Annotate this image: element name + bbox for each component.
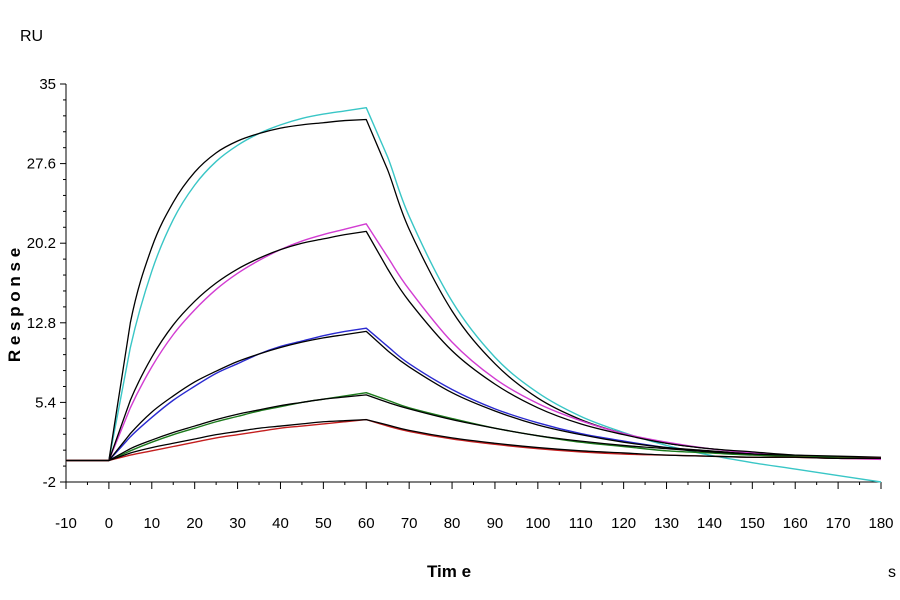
x-tick-label: 100 xyxy=(525,515,550,532)
x-tick-label: 0 xyxy=(105,515,113,532)
series-curve-2 xyxy=(66,223,882,462)
x-tick-label: 30 xyxy=(229,515,246,532)
y-tick-label: -2 xyxy=(43,474,56,491)
y-ticks: -2 5.4 12.8 20.2 27.6 35 xyxy=(27,76,66,491)
x-tick-label: 110 xyxy=(569,515,593,532)
series-curve-0 xyxy=(66,106,882,483)
x-tick-label: 10 xyxy=(143,515,160,532)
y-tick-label: 35 xyxy=(39,76,56,93)
y-tick-label: 27.6 xyxy=(27,156,56,173)
x-axis-title: Tim e xyxy=(427,562,471,581)
y-axis-title: R e s p o n s e xyxy=(5,248,24,362)
y-unit-label: RU xyxy=(20,28,43,45)
x-tick-label: 80 xyxy=(444,515,461,532)
series-group xyxy=(66,106,882,483)
x-tick-label: 20 xyxy=(186,515,203,532)
x-tick-label: 40 xyxy=(272,515,289,532)
x-tick-label: 70 xyxy=(401,515,418,532)
x-tick-label: 180 xyxy=(868,515,893,532)
fit-curve-7 xyxy=(66,394,882,462)
x-tick-label: 160 xyxy=(783,515,808,532)
x-tick-label: 140 xyxy=(697,515,722,532)
fit-curve-1 xyxy=(66,118,882,462)
x-tick-label: 170 xyxy=(826,515,851,532)
x-tick-label: 150 xyxy=(740,515,765,532)
x-tick-label: 50 xyxy=(315,515,332,532)
y-tick-label: 12.8 xyxy=(27,315,56,332)
x-tick-label: 130 xyxy=(654,515,679,532)
x-tick-label: -10 xyxy=(55,515,77,532)
x-tick-label: 90 xyxy=(487,515,504,532)
x-ticks: -10 0 10 20 30 40 50 60 70 80 90 100 110 120 130 140 150… xyxy=(55,482,894,532)
y-tick-label: 20.2 xyxy=(27,235,56,252)
x-tick-label: 120 xyxy=(611,515,636,532)
y-tick-label: 5.4 xyxy=(35,394,56,411)
x-tick-label: 60 xyxy=(358,515,375,532)
fit-curve-3 xyxy=(66,230,882,462)
series-curve-6 xyxy=(66,392,882,462)
fit-curve-5 xyxy=(66,330,882,462)
fit-curve-9 xyxy=(66,418,882,462)
x-unit-label: s xyxy=(888,564,896,581)
